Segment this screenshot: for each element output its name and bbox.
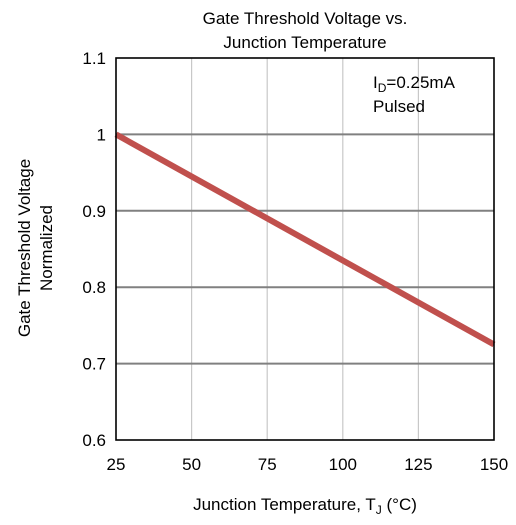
ticks-layer: 25 50 75 100 125 150 0.6 0.7 0.8 0.9 1 1.1: [82, 49, 508, 474]
annotation-line2: Pulsed: [373, 97, 425, 116]
y-tick-label: 0.8: [82, 278, 106, 297]
grid-layer: [116, 58, 494, 440]
y-tick-label: 0.6: [82, 431, 106, 450]
y-tick-label: 0.7: [82, 355, 106, 374]
x-axis-label: Junction Temperature, TJ (°C): [193, 495, 417, 517]
x-tick-label: 50: [182, 455, 201, 474]
x-axis-label-main: Junction Temperature, T: [193, 495, 376, 514]
series-layer: [114, 131, 496, 348]
chart-title-line1: Gate Threshold Voltage vs.: [203, 9, 408, 28]
x-axis-label-sub: J: [376, 503, 382, 517]
y-tick-label: 1.1: [82, 49, 106, 68]
condition-annotation: ID=0.25mA Pulsed: [373, 73, 456, 116]
x-tick-label: 100: [329, 455, 357, 474]
chart-title-line2: Junction Temperature: [223, 33, 386, 52]
y-axis-label-line1: Gate Threshold Voltage: [15, 159, 34, 337]
y-tick-label: 0.9: [82, 202, 106, 221]
x-tick-label: 75: [258, 455, 277, 474]
annotation-sub: D: [378, 81, 387, 95]
x-tick-label: 150: [480, 455, 508, 474]
y-tick-label: 1: [97, 125, 106, 144]
y-axis-label: Gate Threshold Voltage Normalized: [15, 159, 56, 337]
x-tick-label: 125: [404, 455, 432, 474]
annotation-rest: =0.25mA: [386, 73, 455, 92]
plot-frame: [115, 57, 495, 441]
y-axis-label-line2: Normalized: [37, 205, 56, 291]
annotation-line1: ID=0.25mA: [373, 73, 456, 95]
x-tick-label: 25: [107, 455, 126, 474]
series-line: [114, 131, 496, 348]
annotation-prefix: I: [373, 73, 378, 92]
x-axis-label-unit: (°C): [382, 495, 417, 514]
